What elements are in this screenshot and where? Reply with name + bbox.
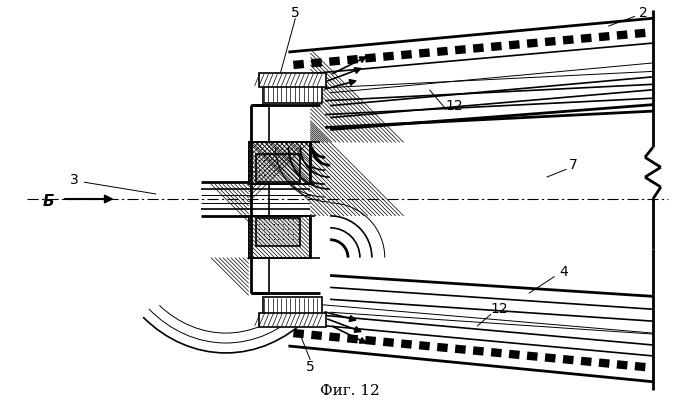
Text: Б: Б <box>43 194 54 209</box>
Text: 7: 7 <box>569 158 578 172</box>
Bar <box>259 74 326 87</box>
Text: 3: 3 <box>70 173 78 187</box>
Bar <box>259 314 326 327</box>
Bar <box>248 143 311 184</box>
Text: 5: 5 <box>291 6 299 20</box>
Bar <box>248 143 311 184</box>
Bar <box>262 85 322 103</box>
Bar <box>255 155 300 183</box>
Bar <box>248 217 311 258</box>
Bar <box>248 217 311 258</box>
Text: 12: 12 <box>490 302 507 316</box>
Bar <box>255 218 300 246</box>
Text: 4: 4 <box>559 264 568 278</box>
Bar <box>262 298 322 316</box>
Text: 12: 12 <box>445 98 463 112</box>
Text: Фиг. 12: Фиг. 12 <box>320 383 380 397</box>
Text: 2: 2 <box>639 6 647 20</box>
Text: 5: 5 <box>306 359 315 373</box>
